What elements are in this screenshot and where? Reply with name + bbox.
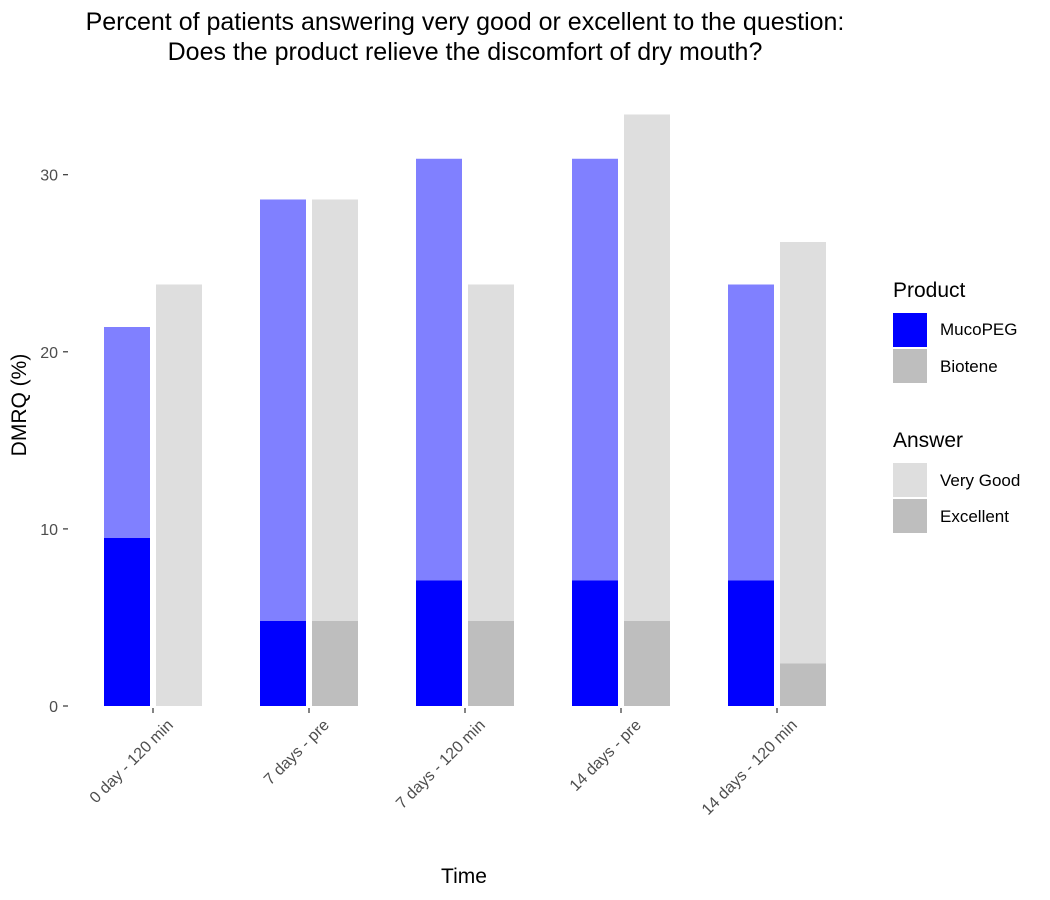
bar-biotene-very-good bbox=[624, 114, 670, 621]
bar-mucopeg-excellent bbox=[104, 537, 150, 706]
legend-label-excellent: Excellent bbox=[940, 507, 1009, 526]
x-tick-label: 14 days - pre bbox=[567, 717, 645, 795]
legend-key-very-good bbox=[893, 463, 927, 497]
bar-biotene-very-good bbox=[156, 284, 202, 706]
bar-biotene-excellent bbox=[624, 620, 670, 706]
x-tick-label: 7 days - 120 min bbox=[393, 717, 489, 813]
bar-mucopeg-excellent bbox=[572, 580, 618, 706]
bar-mucopeg-very-good bbox=[572, 158, 618, 581]
legend-key-excellent bbox=[893, 499, 927, 533]
x-tick-label: 14 days - 120 min bbox=[699, 717, 801, 819]
bar-biotene-very-good bbox=[312, 199, 358, 621]
legend-key-biotene bbox=[893, 349, 927, 383]
y-tick-label: 20 bbox=[40, 345, 58, 362]
legend-label-very-good: Very Good bbox=[940, 471, 1021, 490]
bar-mucopeg-excellent bbox=[728, 580, 774, 706]
bar-mucopeg-very-good bbox=[104, 327, 150, 538]
bar-mucopeg-excellent bbox=[416, 580, 462, 706]
legend-title-product: Product bbox=[893, 279, 966, 302]
bar-biotene-excellent bbox=[468, 620, 514, 706]
legend-label-mucopeg: MucoPEG bbox=[940, 320, 1018, 339]
x-axis-label: Time bbox=[441, 865, 487, 888]
x-tick-label: 7 days - pre bbox=[261, 717, 333, 789]
bar-biotene-excellent bbox=[780, 663, 826, 706]
bar-mucopeg-very-good bbox=[728, 284, 774, 581]
legend-title-answer: Answer bbox=[893, 429, 964, 452]
y-tick-label: 30 bbox=[40, 168, 58, 185]
chart-subtitle: Does the product relieve the discomfort … bbox=[167, 38, 763, 66]
legend-key-mucopeg bbox=[893, 313, 927, 347]
bar-biotene-excellent bbox=[312, 620, 358, 706]
bar-mucopeg-excellent bbox=[260, 620, 306, 706]
y-tick-label: 0 bbox=[49, 699, 58, 716]
bar-biotene-very-good bbox=[468, 284, 514, 621]
bar-biotene-very-good bbox=[780, 241, 826, 664]
bar-mucopeg-very-good bbox=[416, 158, 462, 581]
x-tick-label: 0 day - 120 min bbox=[87, 717, 177, 807]
bar-mucopeg-very-good bbox=[260, 199, 306, 621]
y-tick-label: 10 bbox=[40, 522, 58, 539]
chart-title: Percent of patients answering very good … bbox=[85, 8, 845, 36]
legend-label-biotene: Biotene bbox=[940, 357, 998, 376]
